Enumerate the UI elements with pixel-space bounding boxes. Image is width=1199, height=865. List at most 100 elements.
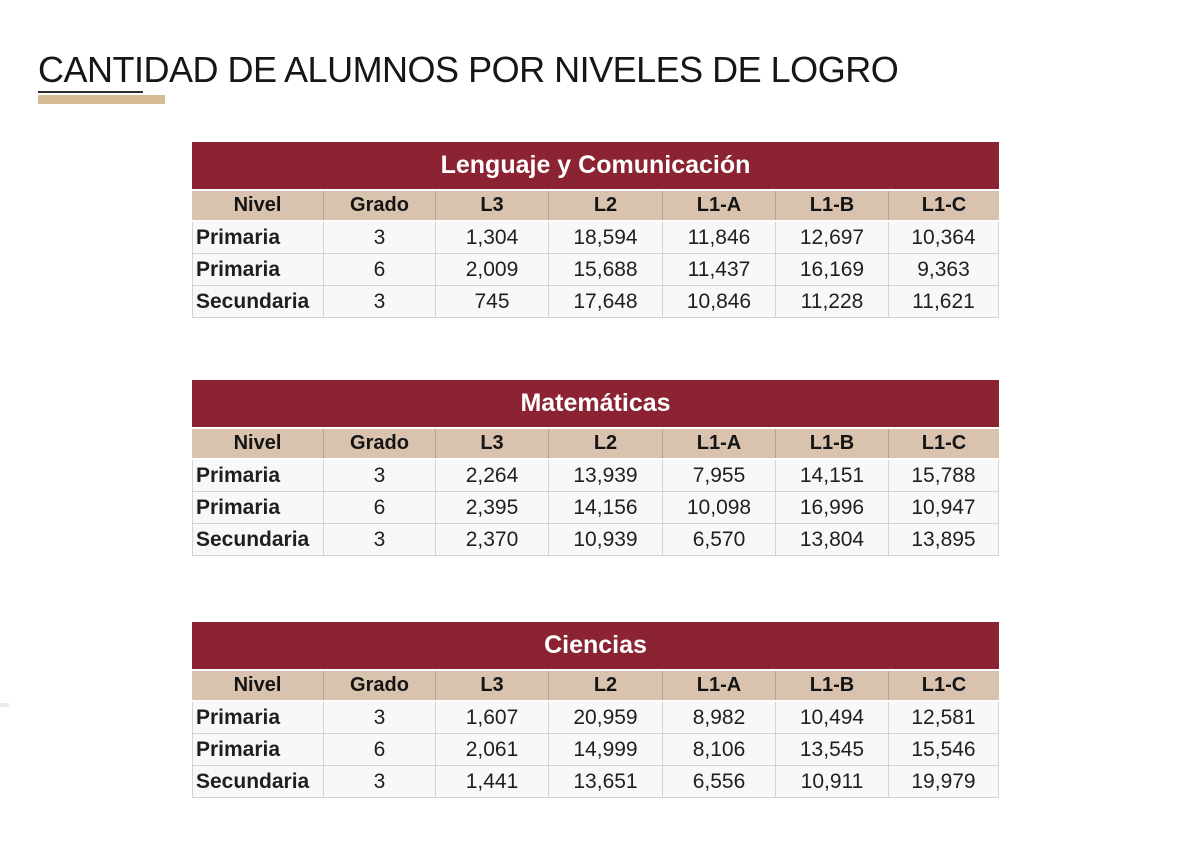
cell-l1a: 7,955: [663, 460, 776, 491]
cell-nivel: Secundaria: [192, 766, 324, 797]
column-header-l3: L3: [436, 429, 549, 458]
table-header-row: Nivel Grado L3 L2 L1-A L1-B L1-C: [192, 429, 999, 458]
cell-l3: 2,395: [436, 492, 549, 523]
cell-l1a: 11,437: [663, 254, 776, 285]
cell-l1b: 13,804: [776, 524, 889, 555]
cell-nivel: Primaria: [192, 492, 324, 523]
table-lenguaje-y-comunicacion: Lenguaje y Comunicación Nivel Grado L3 L…: [192, 142, 999, 318]
cell-l1a: 6,556: [663, 766, 776, 797]
column-header-nivel: Nivel: [192, 429, 324, 458]
table-row: Primaria 6 2,061 14,999 8,106 13,545 15,…: [192, 734, 999, 766]
cell-l3: 1,441: [436, 766, 549, 797]
cell-grado: 3: [324, 222, 436, 253]
cell-nivel: Primaria: [192, 254, 324, 285]
column-header-l2: L2: [549, 191, 663, 220]
column-header-l3: L3: [436, 191, 549, 220]
cell-l1c: 10,364: [889, 222, 999, 253]
cell-l2: 14,156: [549, 492, 663, 523]
cell-grado: 3: [324, 702, 436, 733]
cell-grado: 6: [324, 492, 436, 523]
cell-grado: 3: [324, 766, 436, 797]
cell-l1c: 12,581: [889, 702, 999, 733]
column-header-l1a: L1-A: [663, 429, 776, 458]
column-header-l1c: L1-C: [889, 191, 999, 220]
table-header-row: Nivel Grado L3 L2 L1-A L1-B L1-C: [192, 671, 999, 700]
column-header-l1a: L1-A: [663, 191, 776, 220]
table-row: Primaria 6 2,009 15,688 11,437 16,169 9,…: [192, 254, 999, 286]
column-header-grado: Grado: [324, 671, 436, 700]
column-header-l1a: L1-A: [663, 671, 776, 700]
cell-l1a: 6,570: [663, 524, 776, 555]
table-title-banner: Matemáticas: [192, 380, 999, 427]
table-title-banner: Lenguaje y Comunicación: [192, 142, 999, 189]
cell-l2: 14,999: [549, 734, 663, 765]
column-header-nivel: Nivel: [192, 191, 324, 220]
table-row: Secundaria 3 1,441 13,651 6,556 10,911 1…: [192, 766, 999, 798]
cell-l1b: 10,911: [776, 766, 889, 797]
cell-l1b: 11,228: [776, 286, 889, 317]
table-row: Primaria 3 2,264 13,939 7,955 14,151 15,…: [192, 460, 999, 492]
cell-l2: 20,959: [549, 702, 663, 733]
cell-l2: 13,939: [549, 460, 663, 491]
cell-l1c: 11,621: [889, 286, 999, 317]
title-accent-bar: [38, 95, 165, 104]
cell-l2: 17,648: [549, 286, 663, 317]
cell-l3: 2,061: [436, 734, 549, 765]
column-header-l1b: L1-B: [776, 429, 889, 458]
table-header-row: Nivel Grado L3 L2 L1-A L1-B L1-C: [192, 191, 999, 220]
cell-l2: 15,688: [549, 254, 663, 285]
table-matematicas: Matemáticas Nivel Grado L3 L2 L1-A L1-B …: [192, 380, 999, 556]
cell-l1b: 16,169: [776, 254, 889, 285]
cell-l3: 1,304: [436, 222, 549, 253]
table-row: Secundaria 3 2,370 10,939 6,570 13,804 1…: [192, 524, 999, 556]
cell-l1c: 9,363: [889, 254, 999, 285]
page-title: CANTIDAD DE ALUMNOS POR NIVELES DE LOGRO: [38, 49, 899, 90]
table-row: Primaria 3 1,304 18,594 11,846 12,697 10…: [192, 222, 999, 254]
cell-l3: 2,009: [436, 254, 549, 285]
cell-l2: 13,651: [549, 766, 663, 797]
cell-l1c: 10,947: [889, 492, 999, 523]
cell-l1c: 15,788: [889, 460, 999, 491]
cell-grado: 3: [324, 460, 436, 491]
cell-nivel: Primaria: [192, 460, 324, 491]
cell-l1b: 14,151: [776, 460, 889, 491]
cell-l1c: 19,979: [889, 766, 999, 797]
cell-grado: 3: [324, 286, 436, 317]
cell-l1b: 10,494: [776, 702, 889, 733]
table-row: Primaria 3 1,607 20,959 8,982 10,494 12,…: [192, 702, 999, 734]
cell-l1a: 11,846: [663, 222, 776, 253]
edge-artifact: [0, 703, 9, 707]
cell-l1b: 13,545: [776, 734, 889, 765]
cell-l2: 10,939: [549, 524, 663, 555]
column-header-l1c: L1-C: [889, 429, 999, 458]
cell-grado: 3: [324, 524, 436, 555]
column-header-l3: L3: [436, 671, 549, 700]
cell-nivel: Secundaria: [192, 286, 324, 317]
cell-nivel: Primaria: [192, 222, 324, 253]
cell-l3: 2,264: [436, 460, 549, 491]
column-header-l2: L2: [549, 429, 663, 458]
cell-l1a: 8,106: [663, 734, 776, 765]
cell-l1a: 8,982: [663, 702, 776, 733]
cell-l2: 18,594: [549, 222, 663, 253]
column-header-nivel: Nivel: [192, 671, 324, 700]
column-header-grado: Grado: [324, 429, 436, 458]
column-header-l2: L2: [549, 671, 663, 700]
cell-l1c: 15,546: [889, 734, 999, 765]
cell-l1b: 16,996: [776, 492, 889, 523]
cell-nivel: Secundaria: [192, 524, 324, 555]
cell-l3: 1,607: [436, 702, 549, 733]
table-ciencias: Ciencias Nivel Grado L3 L2 L1-A L1-B L1-…: [192, 622, 999, 798]
cell-grado: 6: [324, 254, 436, 285]
column-header-grado: Grado: [324, 191, 436, 220]
cell-l1a: 10,098: [663, 492, 776, 523]
column-header-l1b: L1-B: [776, 191, 889, 220]
table-row: Secundaria 3 745 17,648 10,846 11,228 11…: [192, 286, 999, 318]
cell-l1b: 12,697: [776, 222, 889, 253]
cell-l3: 2,370: [436, 524, 549, 555]
cell-nivel: Primaria: [192, 734, 324, 765]
cell-l1a: 10,846: [663, 286, 776, 317]
cell-nivel: Primaria: [192, 702, 324, 733]
cell-l3: 745: [436, 286, 549, 317]
